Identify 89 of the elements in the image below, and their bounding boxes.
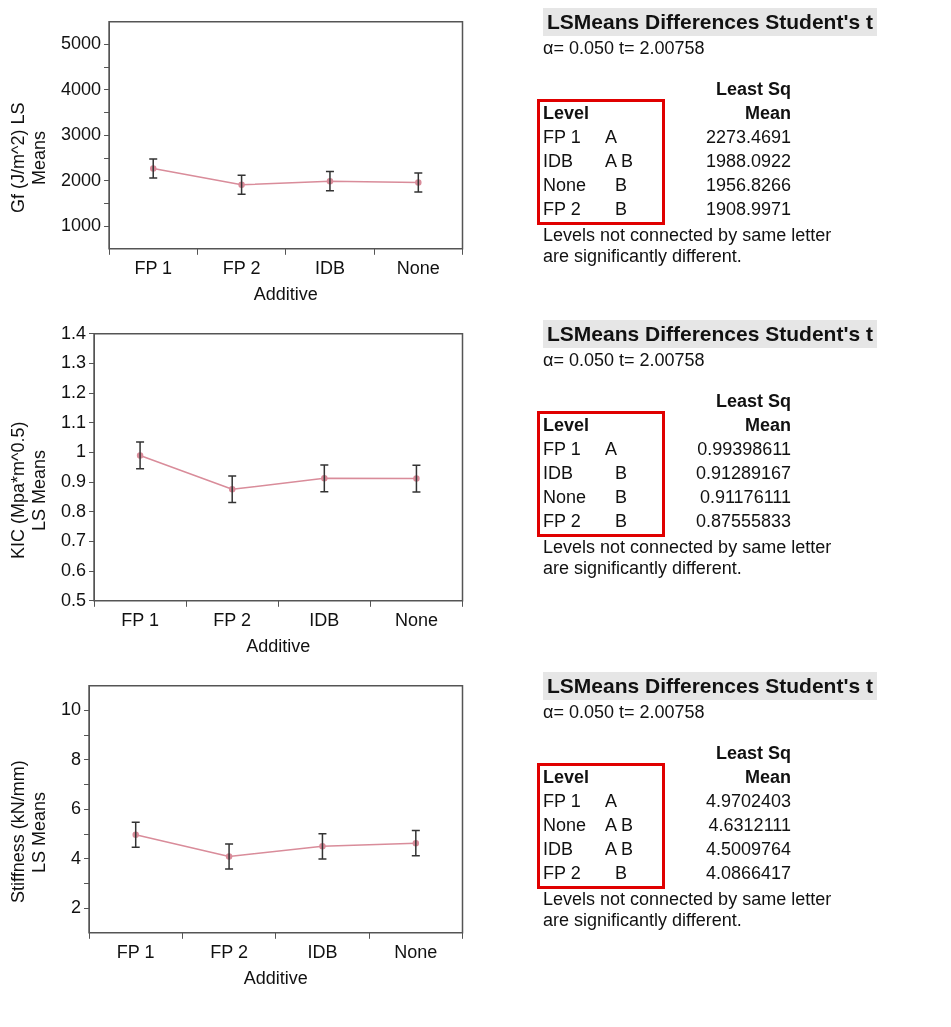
text: A B: [605, 838, 634, 861]
text: A B: [605, 814, 634, 837]
data-label: 1988.0922: [704, 150, 791, 173]
x-tick-label: FP 1: [121, 609, 159, 630]
text: Least Sq Mean: [714, 78, 791, 125]
x-tick-label: FP 1: [134, 257, 173, 278]
y-tick-label: 0.6: [60, 560, 87, 581]
text: B: [614, 174, 628, 197]
category-label: FP 2: [543, 510, 582, 533]
y-tick-label: 10: [60, 699, 82, 720]
text: Level: [543, 102, 591, 125]
x-tick-label: FP 2: [213, 609, 252, 630]
text: B: [614, 486, 628, 509]
x-axis-title: Additive: [243, 968, 308, 989]
data-label: 0.91176111: [698, 486, 791, 509]
y-tick-label: 1.2: [60, 382, 87, 403]
y-tick-label: 0.5: [60, 589, 87, 610]
data-label: 4.0866417: [704, 862, 791, 885]
y-tick-label: 4000: [61, 78, 102, 99]
y-tick-label: 0.8: [60, 500, 87, 521]
text: A: [605, 790, 618, 813]
y-tick-label: 1.4: [60, 322, 87, 343]
x-axis-title: Additive: [246, 636, 311, 657]
text: LSMeans Differences Student's t: [543, 672, 877, 700]
y-tick-label: 5000: [61, 33, 102, 54]
text: Least Sq Mean: [714, 390, 791, 437]
x-tick-label: FP 2: [222, 257, 261, 278]
y-tick-label: 6: [71, 798, 82, 819]
text: B: [614, 510, 628, 533]
y-tick-label: 3000: [61, 124, 102, 145]
text: Least Sq Mean: [714, 742, 791, 789]
data-label: 2273.4691: [704, 126, 791, 149]
text: LSMeans Differences Student's t: [543, 8, 877, 36]
text: α= 0.050 t= 2.00758: [543, 350, 706, 371]
x-tick-label: IDB: [309, 609, 340, 630]
x-tick-label: IDB: [307, 941, 338, 962]
y-tick-label: 4: [71, 847, 82, 868]
category-label: None: [543, 486, 588, 509]
category-label: FP 1: [543, 126, 582, 149]
x-tick-label: IDB: [314, 257, 345, 278]
text: Levels not connected by same letter are significantly different.: [543, 225, 833, 267]
data-label: 4.5009764: [704, 838, 791, 861]
text: A: [605, 438, 618, 461]
y-tick-label: 1.3: [60, 352, 87, 373]
data-label: 4.9702403: [704, 790, 791, 813]
y-axis-title: Gf (J/m^2) LS Means: [8, 101, 50, 216]
y-axis-title: Stiffness (kN/mm) LS Means: [8, 759, 50, 906]
text: A B: [605, 150, 634, 173]
text: B: [614, 462, 628, 485]
data-label: 1956.8266: [704, 174, 791, 197]
text: LSMeans Differences Student's t: [543, 320, 877, 348]
category-label: None: [543, 814, 588, 837]
text: Levels not connected by same letter are significantly different.: [543, 889, 833, 931]
y-tick-label: 1: [76, 441, 87, 462]
y-tick-label: 2000: [61, 169, 102, 190]
category-label: None: [543, 174, 588, 197]
category-label: FP 1: [543, 790, 582, 813]
category-label: IDB: [543, 462, 574, 485]
x-tick-label: None: [394, 609, 438, 630]
category-label: FP 1: [543, 438, 582, 461]
text: α= 0.050 t= 2.00758: [543, 38, 706, 59]
data-label: 0.91289167: [694, 462, 791, 485]
x-tick-label: FP 2: [210, 941, 248, 962]
y-tick-label: 8: [71, 748, 82, 769]
text: Level: [543, 414, 591, 437]
text: Levels not connected by same letter are significantly different.: [543, 537, 833, 579]
text: A: [605, 126, 618, 149]
category-label: IDB: [543, 150, 574, 173]
category-label: FP 2: [543, 198, 582, 221]
y-tick-label: 1.1: [60, 411, 87, 432]
text: α= 0.050 t= 2.00758: [543, 702, 706, 723]
category-label: IDB: [543, 838, 574, 861]
y-tick-label: 0.9: [60, 471, 87, 492]
x-axis-title: Additive: [253, 284, 318, 305]
y-tick-label: 1000: [61, 215, 102, 236]
data-label: 0.87555833: [694, 510, 791, 533]
x-tick-label: None: [394, 941, 438, 962]
data-label: 4.6312111: [707, 814, 791, 837]
y-tick-label: 0.7: [60, 530, 87, 551]
x-tick-label: FP 1: [116, 941, 155, 962]
y-axis-title: KIC (Mpa*m^0.5) LS Means: [8, 420, 50, 561]
text: B: [614, 198, 628, 221]
text: Level: [543, 766, 591, 789]
text: B: [614, 862, 628, 885]
category-label: FP 2: [543, 862, 582, 885]
y-tick-label: 2: [71, 897, 82, 918]
data-label: 1908.9971: [704, 198, 791, 221]
x-tick-label: None: [396, 257, 440, 278]
data-label: 0.99398611: [696, 438, 791, 461]
